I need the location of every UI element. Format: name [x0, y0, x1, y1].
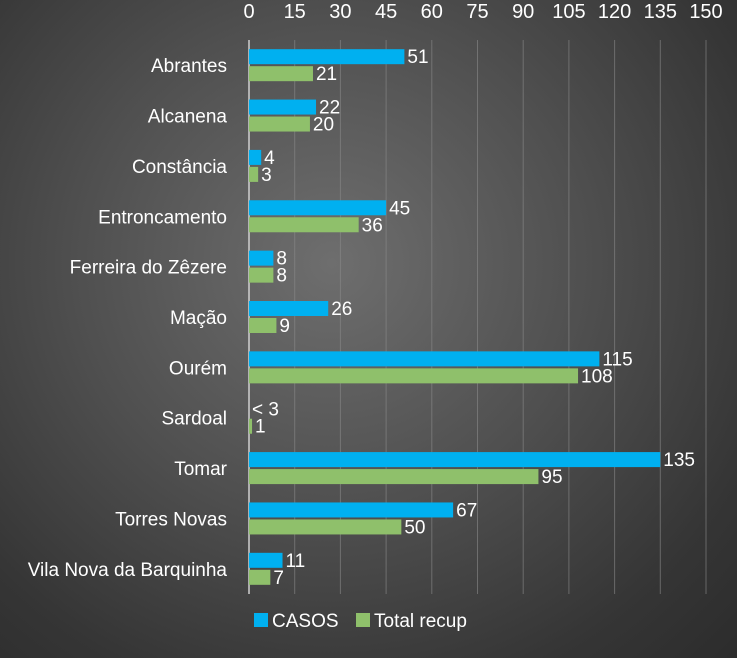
- x-tick-label: 45: [375, 1, 397, 23]
- bar-total-recup: [249, 569, 271, 585]
- bar-total-recup: [249, 519, 402, 535]
- data-label: 26: [331, 299, 352, 320]
- category-label: Ferreira do Zêzere: [70, 258, 227, 279]
- bar-casos: [249, 99, 317, 115]
- bar-casos: [249, 250, 274, 266]
- x-tick-label: 135: [644, 1, 677, 23]
- data-label: 8: [276, 249, 287, 270]
- data-label: 3: [261, 165, 272, 186]
- x-tick-label: 150: [689, 1, 722, 23]
- bar-total-recup: [249, 418, 253, 434]
- bar-casos: [249, 502, 454, 518]
- bar-total-recup: [249, 318, 277, 333]
- data-label: 95: [541, 467, 562, 488]
- bar-casos: [249, 200, 387, 216]
- data-label: 21: [316, 64, 337, 85]
- bar-total-recup: [249, 368, 579, 384]
- data-label: 20: [313, 115, 334, 136]
- category-label: Sardoal: [162, 409, 228, 430]
- data-label: 1: [255, 417, 266, 438]
- bar-casos: [249, 452, 661, 468]
- data-label: 67: [456, 500, 477, 521]
- data-label: 135: [663, 450, 695, 471]
- bar-casos: [249, 552, 283, 568]
- legend-label: Total recup: [374, 611, 467, 632]
- data-label: 4: [264, 148, 275, 169]
- x-tick-label: 60: [421, 1, 443, 23]
- bar-total-recup: [249, 166, 259, 182]
- data-label: 45: [389, 198, 410, 219]
- bar-casos: [249, 149, 262, 165]
- bar-total-recup: [249, 116, 310, 132]
- category-label: Abrantes: [151, 56, 227, 77]
- data-label: 50: [404, 517, 425, 538]
- category-label: Torres Novas: [115, 509, 227, 530]
- data-label: 51: [407, 47, 428, 68]
- legend-swatch: [254, 613, 268, 627]
- bar-total-recup: [249, 217, 359, 233]
- bar-casos: [249, 301, 329, 316]
- data-label: 36: [362, 215, 383, 236]
- x-tick-label: 120: [598, 1, 631, 23]
- legend-swatch: [356, 613, 370, 627]
- bar-casos: [249, 49, 405, 65]
- data-label: 108: [581, 366, 613, 387]
- x-tick-label: 75: [466, 1, 488, 23]
- bar-casos: [249, 351, 600, 367]
- x-tick-label: 105: [552, 1, 585, 23]
- data-label: 22: [319, 98, 340, 119]
- category-label: Alcanena: [148, 107, 228, 128]
- bar-total-recup: [249, 267, 274, 283]
- category-label: Entroncamento: [98, 207, 227, 228]
- bar-total-recup: [249, 66, 313, 82]
- category-label: Vila Nova da Barquinha: [28, 560, 228, 581]
- x-tick-label: 15: [284, 1, 306, 23]
- data-label: 9: [279, 316, 290, 337]
- legend-label: CASOS: [272, 611, 339, 632]
- x-tick-label: 90: [512, 1, 534, 23]
- data-label: 7: [273, 568, 284, 589]
- data-label: 115: [602, 349, 632, 370]
- category-label: Mação: [170, 308, 227, 329]
- data-label: 8: [276, 266, 287, 287]
- category-label: Tomar: [174, 459, 227, 480]
- x-tick-label: 0: [243, 1, 254, 23]
- bar-total-recup: [249, 469, 539, 485]
- category-label: Constância: [132, 157, 227, 178]
- data-label: 11: [286, 551, 306, 572]
- x-tick-label: 30: [329, 1, 351, 23]
- category-label: Ourém: [169, 358, 227, 379]
- data-label: < 3: [252, 400, 279, 421]
